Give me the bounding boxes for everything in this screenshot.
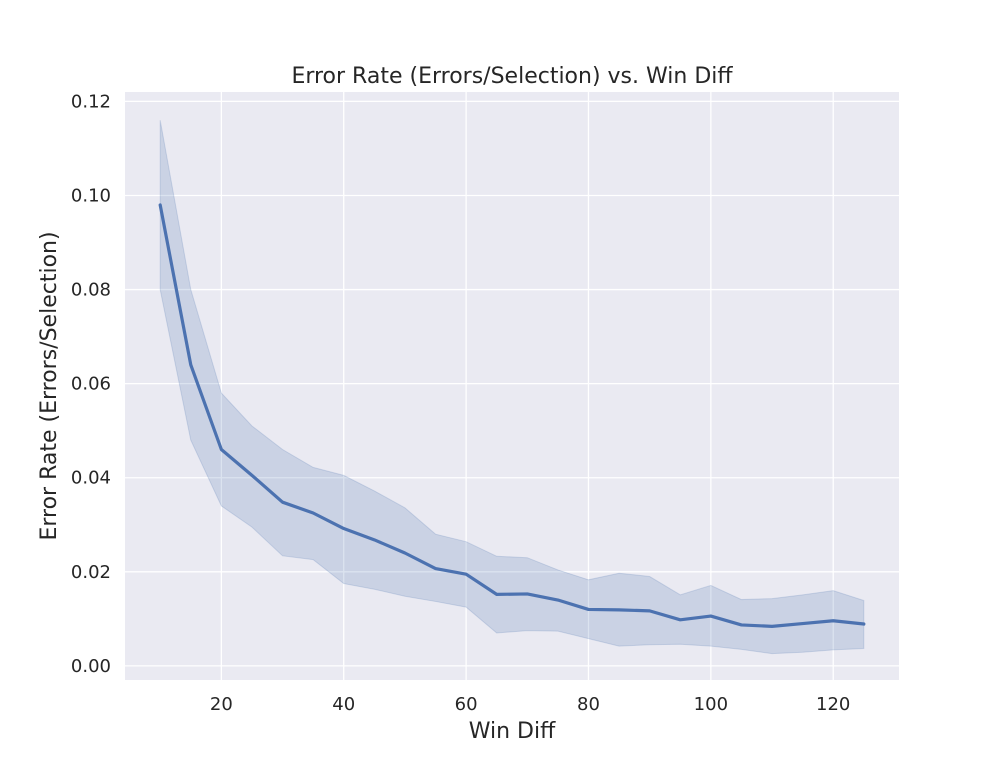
x-tick-label: 60 bbox=[455, 694, 478, 715]
x-tick-label: 20 bbox=[210, 694, 233, 715]
x-tick-label: 40 bbox=[332, 694, 355, 715]
y-tick-label: 0.08 bbox=[71, 280, 111, 301]
y-tick-label: 0.00 bbox=[71, 656, 111, 677]
chart-title: Error Rate (Errors/Selection) vs. Win Di… bbox=[291, 64, 733, 89]
y-tick-label: 0.02 bbox=[71, 562, 111, 583]
ticks: 20 40 60 80 100 120 0.00 0.02 0.04 0.06 0.08 0.10 0.… bbox=[71, 91, 850, 715]
series-layer bbox=[158, 120, 866, 655]
plot-background bbox=[125, 92, 899, 680]
x-tick-label: 100 bbox=[694, 694, 728, 715]
y-axis-label: Error Rate (Errors/Selection) bbox=[37, 231, 62, 540]
y-tick-label: 0.04 bbox=[71, 468, 111, 489]
y-tick-label: 0.10 bbox=[71, 185, 111, 206]
x-tick-label: 80 bbox=[577, 694, 600, 715]
confidence-band bbox=[159, 120, 865, 655]
y-tick-label: 0.06 bbox=[71, 374, 111, 395]
x-axis-label: Win Diff bbox=[469, 719, 556, 744]
x-tick-label: 120 bbox=[816, 694, 850, 715]
y-tick-label: 0.12 bbox=[71, 91, 111, 112]
series-line bbox=[158, 203, 866, 628]
